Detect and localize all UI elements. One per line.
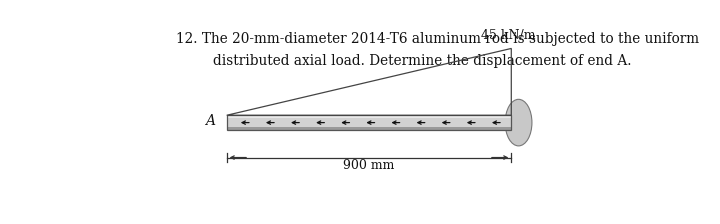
Text: 900 mm: 900 mm (343, 159, 395, 172)
Text: 45 kN/m: 45 kN/m (481, 28, 535, 41)
Bar (227, 115, 511, 130)
Bar (227, 118, 511, 127)
Text: A: A (205, 114, 215, 128)
Text: 12. The 20-mm-diameter 2014-T6 aluminum rod is subjected to the uniform: 12. The 20-mm-diameter 2014-T6 aluminum … (176, 32, 700, 46)
Bar (227, 127, 511, 130)
Ellipse shape (505, 99, 532, 146)
Bar (227, 115, 511, 118)
Text: distributed axial load. Determine the displacement of end A.: distributed axial load. Determine the di… (213, 54, 631, 69)
